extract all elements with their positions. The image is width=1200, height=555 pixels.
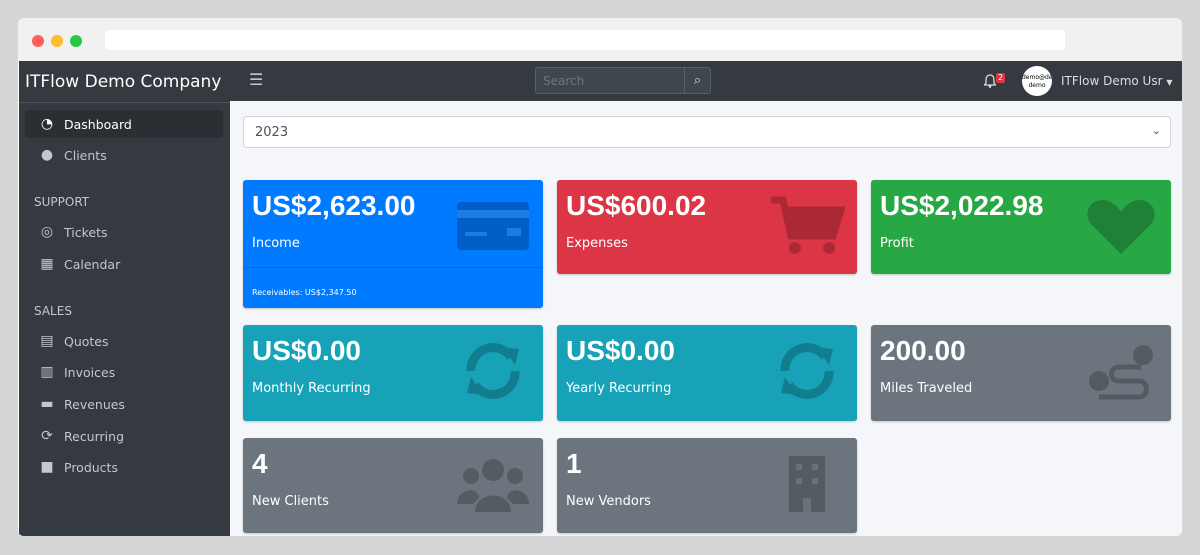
bell-icon[interactable] <box>984 74 996 88</box>
stat-value: US$0.00 <box>566 335 675 366</box>
file-invoice-icon: ▥ <box>40 364 54 380</box>
tachometer-icon: ◔ <box>40 116 54 132</box>
stat-card-miles-traveled[interactable]: 200.00 Miles Traveled <box>871 325 1171 421</box>
building-icon <box>769 454 845 514</box>
top-navbar: ☰ ⌕ 2 demo@demo demo ITFlow Demo Usr ▼ <box>230 61 1182 101</box>
sidebar: ITFlow Demo Company ◔ Dashboard ● Clients … <box>19 61 230 536</box>
sidebar-item-label: Clients <box>64 147 107 163</box>
stat-value: 4 <box>252 448 268 479</box>
sidebar-item-recurring[interactable]: ⟳ Recurring <box>25 422 223 450</box>
stat-label: Yearly Recurring <box>566 381 672 396</box>
user-name: ITFlow Demo Usr <box>1061 74 1163 88</box>
notification-badge: 2 <box>996 73 1006 83</box>
route-icon <box>1083 341 1159 401</box>
stat-card-expenses[interactable]: US$600.02 Expenses <box>557 180 857 274</box>
sidebar-item-clients[interactable]: ● Clients <box>25 141 223 169</box>
heart-icon <box>1083 196 1159 256</box>
stat-value: 1 <box>566 448 582 479</box>
sidebar-item-label: Tickets <box>64 224 108 240</box>
stat-label: Miles Traveled <box>880 381 973 396</box>
sidebar-item-products[interactable]: ■ Products <box>25 453 223 481</box>
stat-card-new-vendors[interactable]: 1 New Vendors <box>557 438 857 533</box>
sidebar-item-label: Quotes <box>64 333 109 349</box>
brand-link[interactable]: ITFlow Demo Company <box>19 61 230 103</box>
stat-label: Expenses <box>566 236 628 251</box>
life-ring-icon: ◎ <box>40 224 54 240</box>
stat-label: Income <box>252 236 300 251</box>
sidebar-item-revenues[interactable]: ▬ Revenues <box>25 390 223 418</box>
sidebar-item-tickets[interactable]: ◎ Tickets <box>25 218 223 246</box>
sidebar-item-calendar[interactable]: ▦ Calendar <box>25 250 223 278</box>
caret-down-icon: ▼ <box>1166 78 1173 87</box>
calendar-icon: ▦ <box>40 256 54 272</box>
stat-value: US$2,022.98 <box>880 190 1044 221</box>
sidebar-item-label: Calendar <box>64 256 121 272</box>
year-select-value: 2023 <box>255 125 289 140</box>
chevron-down-icon: ⌄ <box>1151 124 1161 137</box>
stat-value: US$600.02 <box>566 190 707 221</box>
year-select[interactable]: 2023 ⌄ <box>243 116 1171 148</box>
hamburger-menu-icon[interactable]: ☰ <box>249 70 264 89</box>
credit-card-icon: ▬ <box>40 396 54 412</box>
file-icon: ▤ <box>40 333 54 349</box>
stat-card-income[interactable]: US$2,623.00 Income Receivables: US$2,347… <box>243 180 543 308</box>
sidebar-item-label: Revenues <box>64 396 125 412</box>
sync-icon: ⟳ <box>41 428 53 444</box>
stat-label: Monthly Recurring <box>252 381 371 396</box>
user-menu[interactable]: ITFlow Demo Usr ▼ <box>1061 74 1173 88</box>
avatar[interactable]: demo@demo demo <box>1022 66 1052 96</box>
box-icon: ■ <box>40 459 54 475</box>
sync-icon <box>455 341 531 401</box>
stat-value: US$0.00 <box>252 335 361 366</box>
sidebar-item-dashboard[interactable]: ◔ Dashboard <box>25 110 223 138</box>
search-input[interactable] <box>536 68 684 93</box>
stat-card-yearly-recurring[interactable]: US$0.00 Yearly Recurring <box>557 325 857 421</box>
search-form: ⌕ <box>535 67 711 94</box>
maximize-window-button[interactable] <box>70 35 82 47</box>
stat-label: New Vendors <box>566 494 651 509</box>
minimize-window-button[interactable] <box>51 35 63 47</box>
browser-titlebar <box>18 18 1182 61</box>
receivables-text: Receivables: US$2,347.50 <box>252 288 357 297</box>
sync-icon <box>769 341 845 401</box>
sidebar-header-sales: SALES <box>34 304 72 318</box>
sidebar-item-quotes[interactable]: ▤ Quotes <box>25 327 223 355</box>
sidebar-item-invoices[interactable]: ▥ Invoices <box>25 358 223 386</box>
stat-card-new-clients[interactable]: 4 New Clients <box>243 438 543 533</box>
sidebar-item-label: Invoices <box>64 364 116 380</box>
divider <box>243 267 543 268</box>
users-icon: ● <box>40 147 54 163</box>
stat-card-monthly-recurring[interactable]: US$0.00 Monthly Recurring <box>243 325 543 421</box>
close-window-button[interactable] <box>32 35 44 47</box>
search-button[interactable]: ⌕ <box>684 68 710 93</box>
sidebar-item-label: Recurring <box>64 428 124 444</box>
stat-value: US$2,623.00 <box>252 190 416 221</box>
stat-label: New Clients <box>252 494 329 509</box>
browser-window: ITFlow Demo Company ◔ Dashboard ● Clients … <box>18 18 1182 536</box>
address-bar[interactable] <box>105 30 1065 50</box>
sidebar-item-label: Products <box>64 459 118 475</box>
shopping-cart-icon <box>769 196 846 256</box>
users-icon <box>455 454 531 514</box>
stat-card-profit[interactable]: US$2,022.98 Profit <box>871 180 1171 274</box>
credit-card-icon <box>455 196 531 256</box>
sidebar-item-label: Dashboard <box>64 116 132 132</box>
dashboard-content: 2023 ⌄ US$2,623.00 Income Receivables: US… <box>230 101 1182 536</box>
stat-value: 200.00 <box>880 335 966 366</box>
sidebar-header-support: SUPPORT <box>34 195 90 209</box>
stat-label: Profit <box>880 236 914 251</box>
